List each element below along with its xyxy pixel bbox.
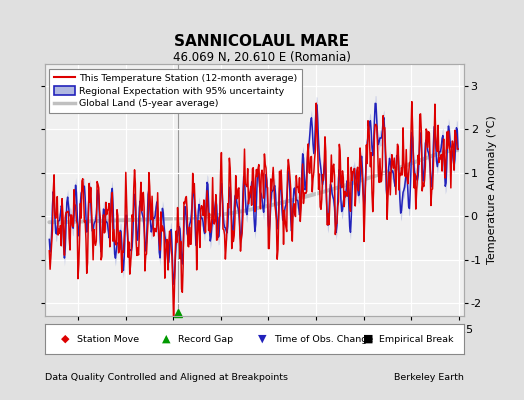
Text: ■: ■ <box>363 334 374 344</box>
Text: Station Move: Station Move <box>77 334 139 344</box>
Y-axis label: Temperature Anomaly (°C): Temperature Anomaly (°C) <box>487 116 497 264</box>
Text: ◆: ◆ <box>61 334 70 344</box>
Text: Time of Obs. Change: Time of Obs. Change <box>274 334 374 344</box>
Text: SANNICOLAUL MARE: SANNICOLAUL MARE <box>174 34 350 50</box>
Text: Data Quality Controlled and Aligned at Breakpoints: Data Quality Controlled and Aligned at B… <box>45 374 288 382</box>
Text: Berkeley Earth: Berkeley Earth <box>394 374 464 382</box>
Text: Empirical Break: Empirical Break <box>379 334 454 344</box>
Text: 46.069 N, 20.610 E (Romania): 46.069 N, 20.610 E (Romania) <box>173 52 351 64</box>
Text: ▲: ▲ <box>162 334 170 344</box>
Legend: This Temperature Station (12-month average), Regional Expectation with 95% uncer: This Temperature Station (12-month avera… <box>49 69 302 113</box>
Text: Record Gap: Record Gap <box>178 334 233 344</box>
Text: ▼: ▼ <box>258 334 267 344</box>
